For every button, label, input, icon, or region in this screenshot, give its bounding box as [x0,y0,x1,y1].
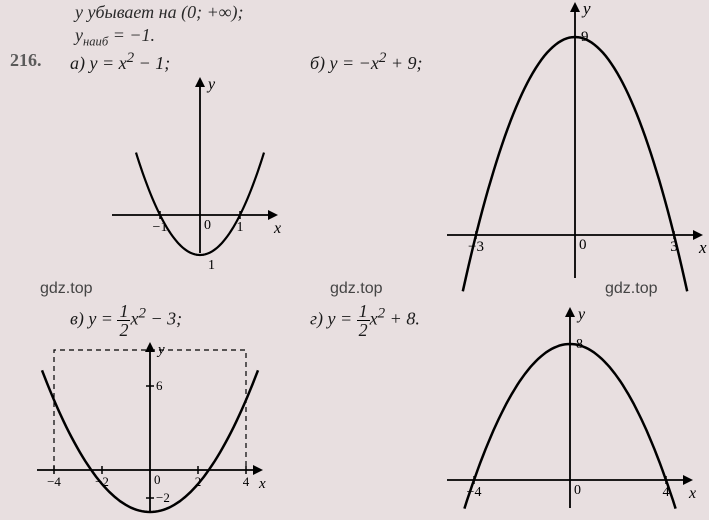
formula-d-p0: x [370,309,378,329]
header-line-2: yнаиб = −1. [75,25,155,50]
label-b: б) [310,53,325,73]
svg-text:1: 1 [208,258,215,273]
svg-text:0: 0 [154,472,161,487]
formula-a-p1: 2 [127,50,135,66]
svg-text:y: y [576,306,586,323]
svg-text:0: 0 [204,218,211,233]
problem-c-label: в) y = 12x2 − 3; [70,302,182,339]
header-line-1: y убывает на (0; +∞); [75,2,244,23]
svg-text:0: 0 [574,483,581,498]
problem-b-label: б) y = −x2 + 9; [310,50,422,74]
label-a: а) [70,53,85,73]
formula-c-pre: y = [88,309,117,329]
svg-text:6: 6 [156,378,163,393]
formula-b-p2: + 9; [386,53,422,73]
formula-d-den: 2 [357,321,370,339]
svg-text:1: 1 [237,220,244,235]
formula-d-p2: + 8. [385,309,420,329]
svg-text:x: x [258,476,266,492]
formula-c-p2: − 3; [146,309,182,329]
chart-b: xy0−339 [445,0,705,280]
formula-c-p1: 2 [138,306,146,322]
problem-d-label: г) y = 12x2 + 8. [310,302,420,339]
formula-b-p0: y = −x [330,53,379,73]
svg-text:−1: −1 [153,220,168,235]
formula-c-den: 2 [117,321,130,339]
chart-c: xy0−4−224−26 [35,340,265,515]
svg-text:x: x [698,238,707,257]
formula-d-pre: y = [328,309,357,329]
header-y: y [75,25,83,45]
watermark-1: gdz.top [40,280,92,298]
problem-number: 216. [10,50,42,71]
svg-text:0: 0 [579,237,587,253]
chart-d: xy0−448 [445,305,695,510]
formula-a-p0: y = x [90,53,127,73]
formula-c-num: 1 [117,302,130,321]
header-suffix: = −1. [108,25,155,45]
svg-text:y: y [581,0,591,18]
label-c: в) [70,309,84,329]
problem-a-label: а) y = x2 − 1; [70,50,170,74]
watermark-3: gdz.top [605,280,657,298]
svg-text:4: 4 [243,474,250,489]
svg-text:y: y [206,76,216,93]
watermark-2: gdz.top [330,280,382,298]
svg-text:−2: −2 [156,490,170,505]
svg-text:−4: −4 [47,474,61,489]
header-sub: наиб [83,35,108,49]
formula-a-p2: − 1; [134,53,170,73]
svg-text:x: x [688,485,696,502]
svg-text:y: y [156,342,165,358]
svg-text:x: x [273,220,281,237]
formula-d-num: 1 [357,302,370,321]
label-d: г) [310,309,323,329]
chart-a: xy0−111 [110,75,280,255]
